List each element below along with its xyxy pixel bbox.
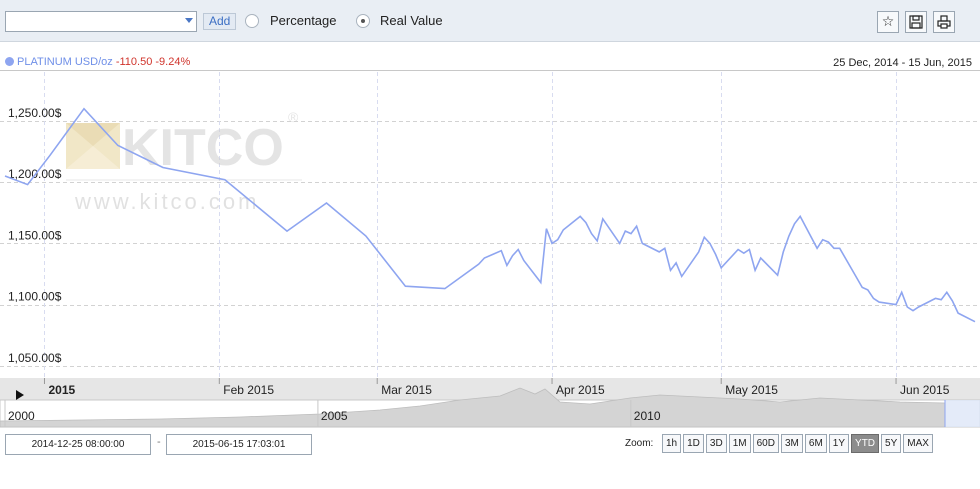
zoom-3d-button[interactable]: 3D xyxy=(705,434,727,453)
series-line xyxy=(4,107,976,323)
navigator-area xyxy=(0,387,946,428)
chevron-down-icon[interactable] xyxy=(185,18,193,23)
legend-change: -110.50 xyxy=(115,56,153,68)
kitco-logo-text: KITCO xyxy=(122,119,284,177)
toolbar: Add Percentage Real Value ☆ xyxy=(0,0,980,42)
navigator-tick-label: 2005 xyxy=(321,409,348,423)
symbol-select[interactable] xyxy=(5,11,197,32)
percentage-label: Percentage xyxy=(270,13,337,28)
save-icon[interactable] xyxy=(905,11,927,33)
legend-series-name: PLATINUM USD/oz xyxy=(17,56,113,68)
navigator-window[interactable] xyxy=(945,400,980,427)
zoom-1y-button[interactable]: 1Y xyxy=(828,434,850,453)
navigator-tick-label: 2010 xyxy=(634,409,661,423)
real-value-radio[interactable] xyxy=(356,14,370,28)
x-tick-label: May 2015 xyxy=(725,383,778,397)
percentage-radio[interactable] xyxy=(245,14,259,28)
y-axis: 1,050.00$1,100.00$1,150.00$1,200.00$1,25… xyxy=(8,106,62,365)
zoom-1d-button[interactable]: 1D xyxy=(683,434,704,453)
x-tick-label: Apr 2015 xyxy=(556,383,605,397)
navigator-tick-label: 2000 xyxy=(8,409,35,423)
x-axis-band xyxy=(0,378,980,400)
zoom-ytd-button[interactable]: YTD xyxy=(851,434,880,453)
x-tick-label: Jun 2015 xyxy=(900,383,950,397)
kitco-logo-icon xyxy=(66,123,120,169)
zoom-3m-button[interactable]: 3M xyxy=(780,434,803,453)
print-icon[interactable] xyxy=(933,11,955,33)
navigator-axis: 2000 2005 2010 xyxy=(4,400,661,427)
real-value-label: Real Value xyxy=(380,13,443,28)
zoom-6m-button[interactable]: 6M xyxy=(804,434,827,453)
zoom-label: Zoom: xyxy=(625,438,654,449)
grid xyxy=(0,72,980,378)
date-range: 25 Dec, 2014 - 15 Jun, 2015 xyxy=(833,57,972,69)
zoom-max-button[interactable]: MAX xyxy=(903,434,933,453)
zoom-60d-button[interactable]: 60D xyxy=(752,434,779,453)
symbol-input[interactable] xyxy=(6,12,180,31)
zoom-buttons: 1h 1D 3D 1M 60D 3M 6M 1Y YTD 5Y MAX xyxy=(662,434,933,453)
y-tick-label: 1,100.00$ xyxy=(8,290,62,304)
zoom-1m-button[interactable]: 1M xyxy=(728,434,751,453)
y-tick-label: 1,150.00$ xyxy=(8,228,62,242)
date-separator: - xyxy=(157,436,161,448)
add-button[interactable]: Add xyxy=(203,13,237,30)
y-tick-label: 1,050.00$ xyxy=(8,351,62,365)
x-tick-label: Mar 2015 xyxy=(381,383,432,397)
x-axis: 2015 Feb 2015 Mar 2015 Apr 2015 May 2015 Jun … xyxy=(43,378,950,397)
kitco-url-text: www.kitco.com xyxy=(74,189,259,214)
series-marker xyxy=(5,57,14,66)
x-tick-label: Feb 2015 xyxy=(223,383,274,397)
x-tick-label: 2015 xyxy=(48,383,75,397)
series-legend[interactable]: PLATINUM USD/oz -110.50 -9.24% xyxy=(5,56,190,68)
star-icon[interactable]: ☆ xyxy=(877,11,899,33)
zoom-5y-button[interactable]: 5Y xyxy=(881,434,902,453)
y-tick-label: 1,250.00$ xyxy=(8,106,62,120)
end-date-field[interactable]: 2015-06-15 17:03:01 xyxy=(166,434,312,455)
play-icon[interactable] xyxy=(16,390,24,400)
price-chart[interactable]: KITCO ® www.kitco.com 1,050.00$ 1,100.00$… xyxy=(0,0,980,430)
start-date-field[interactable]: 2014-12-25 08:00:00 xyxy=(5,434,151,455)
zoom-1h-button[interactable]: 1h xyxy=(662,434,682,453)
legend-change-percent: -9.24% xyxy=(155,56,191,68)
registered-mark: ® xyxy=(288,109,299,125)
kitco-watermark: KITCO ® www.kitco.com xyxy=(66,109,302,214)
